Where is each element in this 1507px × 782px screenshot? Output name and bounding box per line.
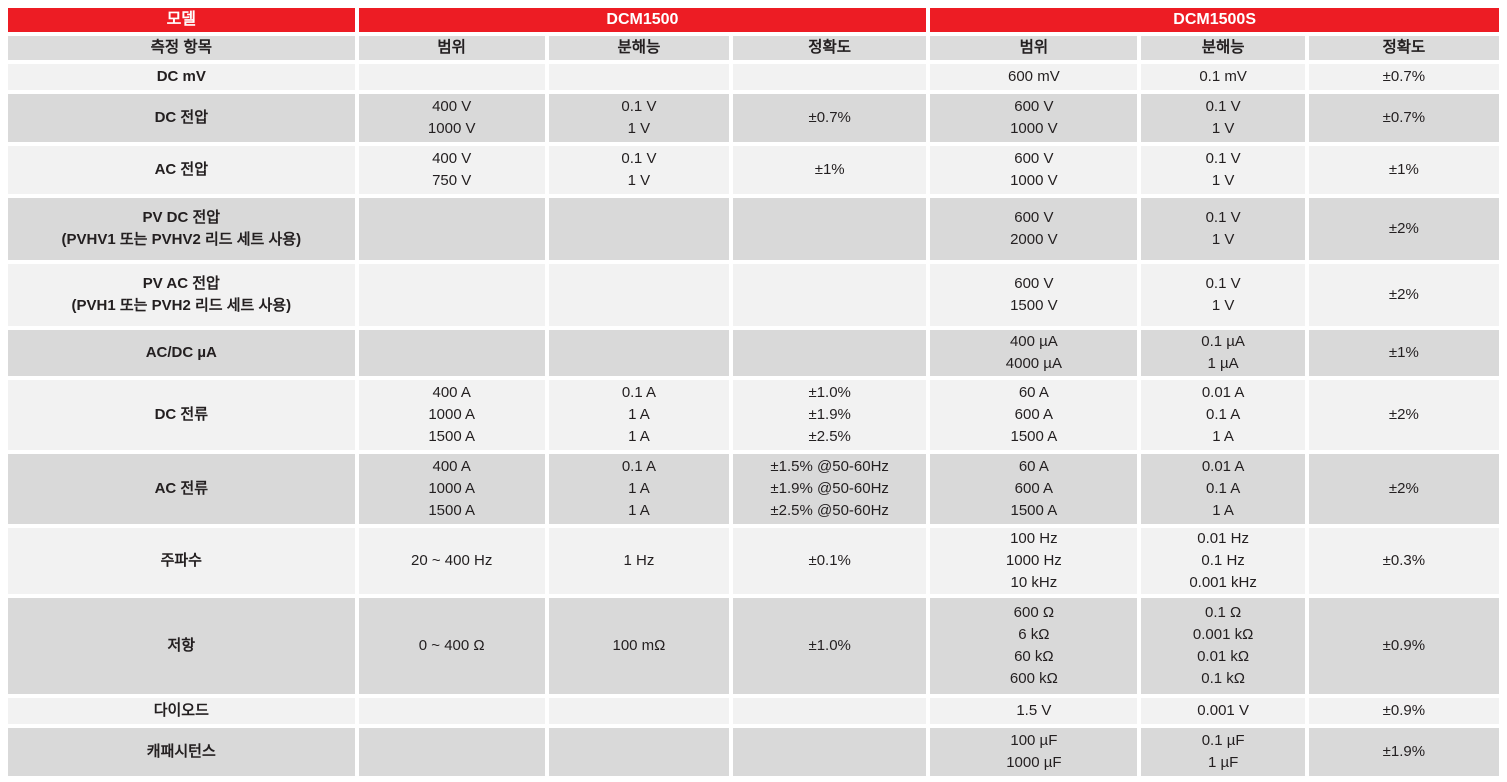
cell-m1-resolution [548, 330, 730, 376]
row-label-ac-voltage: AC 전압 [8, 146, 355, 194]
cell-m1-range [358, 64, 545, 90]
row-label-pv-ac-voltage: PV AC 전압 (PVH1 또는 PVH2 리드 세트 사용) [8, 264, 355, 326]
spec-table: 모델 DCM1500 DCM1500S 측정 항목 범위 분해능 정확도 범위 … [8, 8, 1499, 776]
cell-m2-range: 600 mV [930, 64, 1138, 90]
cell-m1-accuracy [733, 728, 927, 776]
cell-m1-resolution: 0.1 A 1 A 1 A [548, 380, 730, 450]
cell-m2-accuracy: ±1% [1308, 330, 1499, 376]
row-label-pv-dc-voltage: PV DC 전압 (PVHV1 또는 PVHV2 리드 세트 사용) [8, 198, 355, 260]
cell-m2-accuracy: ±2% [1308, 454, 1499, 524]
cell-m2-range: 600 V 1500 V [930, 264, 1138, 326]
cell-m2-resolution: 0.1 µF 1 µF [1141, 728, 1305, 776]
cell-m1-resolution: 100 mΩ [548, 598, 730, 694]
cell-m1-range: 20 ~ 400 Hz [358, 528, 545, 594]
subheader-m1-range: 범위 [358, 36, 545, 60]
cell-m1-range [358, 264, 545, 326]
subheader-m1-accuracy: 정확도 [733, 36, 927, 60]
cell-m2-accuracy: ±1.9% [1308, 728, 1499, 776]
row-label-diode: 다이오드 [8, 698, 355, 724]
cell-m1-accuracy [733, 64, 927, 90]
cell-m1-accuracy: ±1.5% @50-60Hz ±1.9% @50-60Hz ±2.5% @50-… [733, 454, 927, 524]
cell-m2-resolution: 0.01 A 0.1 A 1 A [1141, 454, 1305, 524]
cell-m1-range [358, 728, 545, 776]
subheader-item: 측정 항목 [8, 36, 355, 60]
cell-m2-range: 100 µF 1000 µF [930, 728, 1138, 776]
cell-m1-accuracy: ±0.7% [733, 94, 927, 142]
cell-m1-resolution: 1 Hz [548, 528, 730, 594]
cell-m2-range: 1.5 V [930, 698, 1138, 724]
row-label-dc-voltage: DC 전압 [8, 94, 355, 142]
cell-m2-range: 100 Hz 1000 Hz 10 kHz [930, 528, 1138, 594]
cell-m2-resolution: 0.1 V 1 V [1141, 94, 1305, 142]
cell-m1-range [358, 698, 545, 724]
cell-m2-accuracy: ±0.3% [1308, 528, 1499, 594]
model2-header: DCM1500S [930, 8, 1499, 32]
cell-m1-resolution: 0.1 V 1 V [548, 94, 730, 142]
cell-m2-range: 600 Ω 6 kΩ 60 kΩ 600 kΩ [930, 598, 1138, 694]
cell-m2-resolution: 0.01 Hz 0.1 Hz 0.001 kHz [1141, 528, 1305, 594]
subheader-m1-resolution: 분해능 [548, 36, 730, 60]
cell-m1-resolution [548, 728, 730, 776]
cell-m2-accuracy: ±1% [1308, 146, 1499, 194]
cell-m1-accuracy [733, 330, 927, 376]
cell-m1-range: 400 V 750 V [358, 146, 545, 194]
cell-m1-range: 400 V 1000 V [358, 94, 545, 142]
cell-m2-resolution: 0.1 V 1 V [1141, 198, 1305, 260]
cell-m2-accuracy: ±2% [1308, 264, 1499, 326]
row-label-ac-current: AC 전류 [8, 454, 355, 524]
cell-m2-accuracy: ±0.7% [1308, 94, 1499, 142]
cell-m2-resolution: 0.1 Ω 0.001 kΩ 0.01 kΩ 0.1 kΩ [1141, 598, 1305, 694]
cell-m1-range: 400 A 1000 A 1500 A [358, 454, 545, 524]
cell-m1-resolution [548, 698, 730, 724]
cell-m1-resolution [548, 264, 730, 326]
spec-sheet-page: 모델 DCM1500 DCM1500S 측정 항목 범위 분해능 정확도 범위 … [8, 8, 1499, 776]
cell-m1-accuracy: ±1.0% ±1.9% ±2.5% [733, 380, 927, 450]
cell-m2-resolution: 0.1 µA 1 µA [1141, 330, 1305, 376]
cell-m2-range: 60 A 600 A 1500 A [930, 380, 1138, 450]
cell-m1-accuracy: ±0.1% [733, 528, 927, 594]
cell-m2-range: 60 A 600 A 1500 A [930, 454, 1138, 524]
cell-m2-resolution: 0.1 mV [1141, 64, 1305, 90]
cell-m2-accuracy: ±0.9% [1308, 598, 1499, 694]
cell-m2-resolution: 0.1 V 1 V [1141, 146, 1305, 194]
row-label-dc-mv: DC mV [8, 64, 355, 90]
cell-m2-resolution: 0.1 V 1 V [1141, 264, 1305, 326]
subheader-m2-accuracy: 정확도 [1308, 36, 1499, 60]
subheader-m2-resolution: 분해능 [1141, 36, 1305, 60]
cell-m1-accuracy [733, 198, 927, 260]
row-label-acdc-microamp: AC/DC µA [8, 330, 355, 376]
subheader-m2-range: 범위 [930, 36, 1138, 60]
cell-m1-range: 0 ~ 400 Ω [358, 598, 545, 694]
cell-m1-accuracy: ±1% [733, 146, 927, 194]
cell-m1-accuracy: ±1.0% [733, 598, 927, 694]
cell-m1-resolution [548, 64, 730, 90]
row-label-frequency: 주파수 [8, 528, 355, 594]
row-label-capacitance: 캐패시턴스 [8, 728, 355, 776]
cell-m2-range: 600 V 1000 V [930, 146, 1138, 194]
cell-m2-range: 600 V 2000 V [930, 198, 1138, 260]
cell-m2-range: 600 V 1000 V [930, 94, 1138, 142]
model-column-header: 모델 [8, 8, 355, 32]
cell-m1-range [358, 198, 545, 260]
cell-m2-range: 400 µA 4000 µA [930, 330, 1138, 376]
cell-m2-accuracy: ±2% [1308, 380, 1499, 450]
cell-m1-accuracy [733, 264, 927, 326]
model1-header: DCM1500 [358, 8, 927, 32]
cell-m1-resolution [548, 198, 730, 260]
cell-m2-accuracy: ±2% [1308, 198, 1499, 260]
cell-m1-range [358, 330, 545, 376]
row-label-dc-current: DC 전류 [8, 380, 355, 450]
cell-m1-resolution: 0.1 V 1 V [548, 146, 730, 194]
cell-m2-resolution: 0.001 V [1141, 698, 1305, 724]
cell-m2-accuracy: ±0.7% [1308, 64, 1499, 90]
cell-m2-resolution: 0.01 A 0.1 A 1 A [1141, 380, 1305, 450]
cell-m1-resolution: 0.1 A 1 A 1 A [548, 454, 730, 524]
cell-m1-range: 400 A 1000 A 1500 A [358, 380, 545, 450]
cell-m1-accuracy [733, 698, 927, 724]
cell-m2-accuracy: ±0.9% [1308, 698, 1499, 724]
row-label-resistance: 저항 [8, 598, 355, 694]
